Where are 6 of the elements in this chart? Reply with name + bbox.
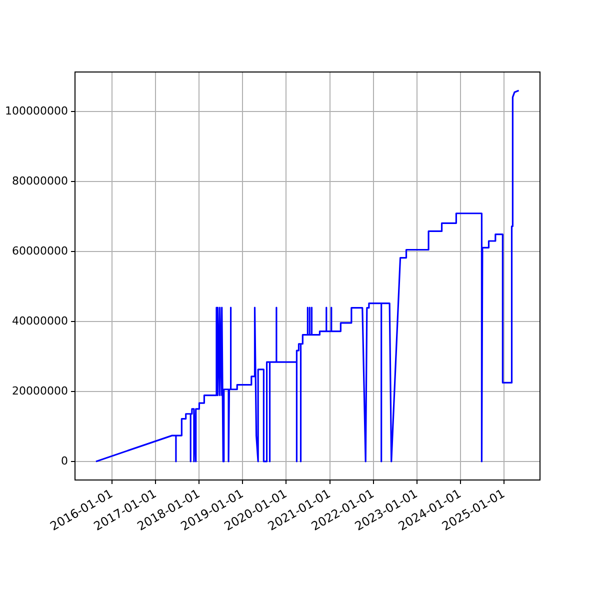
y-tick-label: 40000000 bbox=[12, 314, 68, 328]
y-tick-label: 100000000 bbox=[5, 104, 68, 118]
y-tick-label: 0 bbox=[61, 454, 68, 468]
y-tick-label: 80000000 bbox=[12, 174, 68, 188]
y-tick-label: 60000000 bbox=[12, 244, 68, 258]
y-tick-label: 20000000 bbox=[12, 384, 68, 398]
